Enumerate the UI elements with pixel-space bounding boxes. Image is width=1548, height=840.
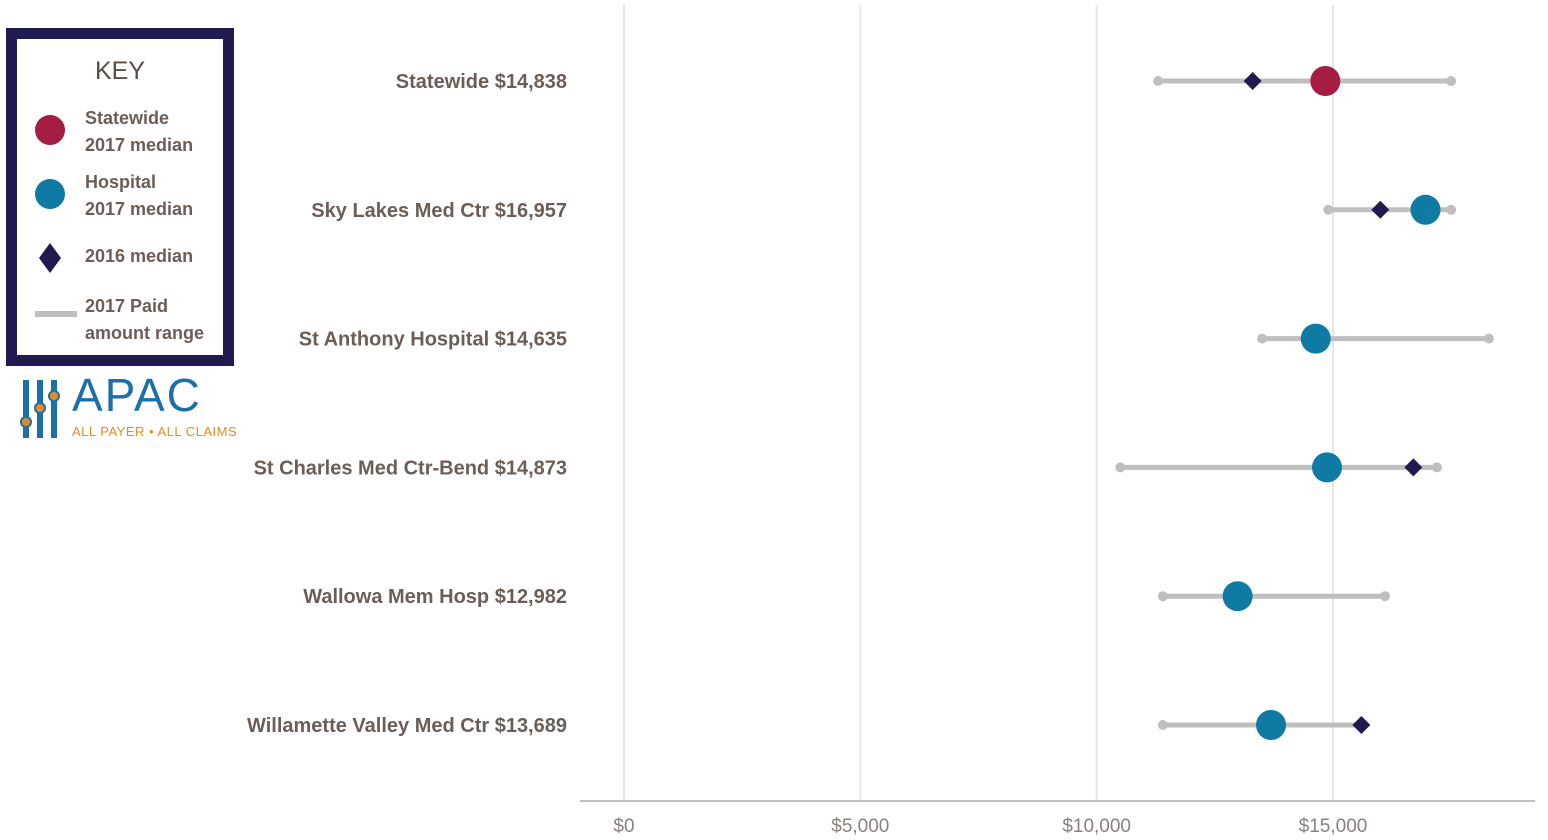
range-min-cap-2 — [1257, 333, 1268, 344]
legend-key: KEY Statewide 2017 median Hospital 2017 … — [6, 28, 234, 366]
range-min-cap-4 — [1157, 591, 1168, 602]
range-max-cap-4 — [1379, 591, 1390, 602]
legend-item-statewide: Statewide 2017 median — [17, 108, 223, 169]
range-min-cap-5 — [1157, 720, 1168, 730]
row-label-3: St Charles Med Ctr-Bend $14,873 — [254, 457, 567, 479]
range-max-cap-0 — [1446, 76, 1457, 86]
x-tick-label-0: $0 — [613, 816, 634, 837]
legend-item-range: 2017 Paid amount range — [17, 295, 223, 355]
row-label-5: Willamette Valley Med Ctr $13,689 — [247, 715, 567, 737]
range-min-cap-1 — [1323, 204, 1334, 215]
median-2017-dot-1 — [1410, 194, 1441, 225]
diamond-icon — [39, 243, 61, 273]
range-max-cap-3 — [1431, 462, 1442, 473]
apac-logo-tagline: ALL PAYER • ALL CLAIMS — [72, 424, 238, 439]
row-label-2: St Anthony Hospital $14,635 — [299, 329, 567, 351]
range-line-icon — [35, 311, 77, 317]
range-max-cap-1 — [1446, 204, 1457, 215]
legend-label-statewide: Statewide 2017 median — [85, 108, 194, 155]
apac-logo-icon — [20, 380, 60, 438]
row-label-1: Sky Lakes Med Ctr $16,957 — [311, 200, 567, 222]
median-2017-dot-3 — [1311, 452, 1342, 483]
legend-label-range: 2017 Paid amount range — [85, 296, 205, 343]
legend-item-hospital: Hospital 2017 median — [17, 172, 223, 233]
x-tick-label-1: $5,000 — [831, 816, 889, 837]
range-max-cap-2 — [1483, 333, 1494, 344]
median-2016-diamond-3 — [1404, 458, 1423, 477]
legend-title: KEY — [94, 57, 146, 85]
x-tick-label-3: $15,000 — [1299, 816, 1368, 837]
legend-item-2016: 2016 median — [17, 239, 223, 299]
legend-label-2016: 2016 median — [85, 246, 194, 266]
median-2016-diamond-5 — [1352, 716, 1371, 734]
median-2016-diamond-1 — [1371, 200, 1390, 219]
apac-logo: APAC ALL PAYER • ALL CLAIMS — [20, 369, 237, 442]
median-2016-diamond-0 — [1243, 72, 1262, 90]
apac-logo-name: APAC — [72, 369, 202, 421]
range-min-cap-0 — [1153, 76, 1164, 86]
hospital-circle-icon — [35, 179, 65, 209]
statewide-circle-icon — [35, 115, 65, 145]
median-2017-dot-5 — [1256, 710, 1287, 740]
x-tick-label-2: $10,000 — [1062, 816, 1131, 837]
median-2017-dot-0 — [1310, 66, 1341, 96]
row-label-0: Statewide $14,838 — [396, 71, 567, 93]
range-min-cap-3 — [1115, 462, 1126, 473]
median-2017-dot-4 — [1222, 581, 1253, 612]
legend-label-hospital: Hospital 2017 median — [85, 172, 194, 219]
median-2017-dot-2 — [1300, 323, 1331, 354]
row-label-4: Wallowa Mem Hosp $12,982 — [303, 586, 567, 608]
